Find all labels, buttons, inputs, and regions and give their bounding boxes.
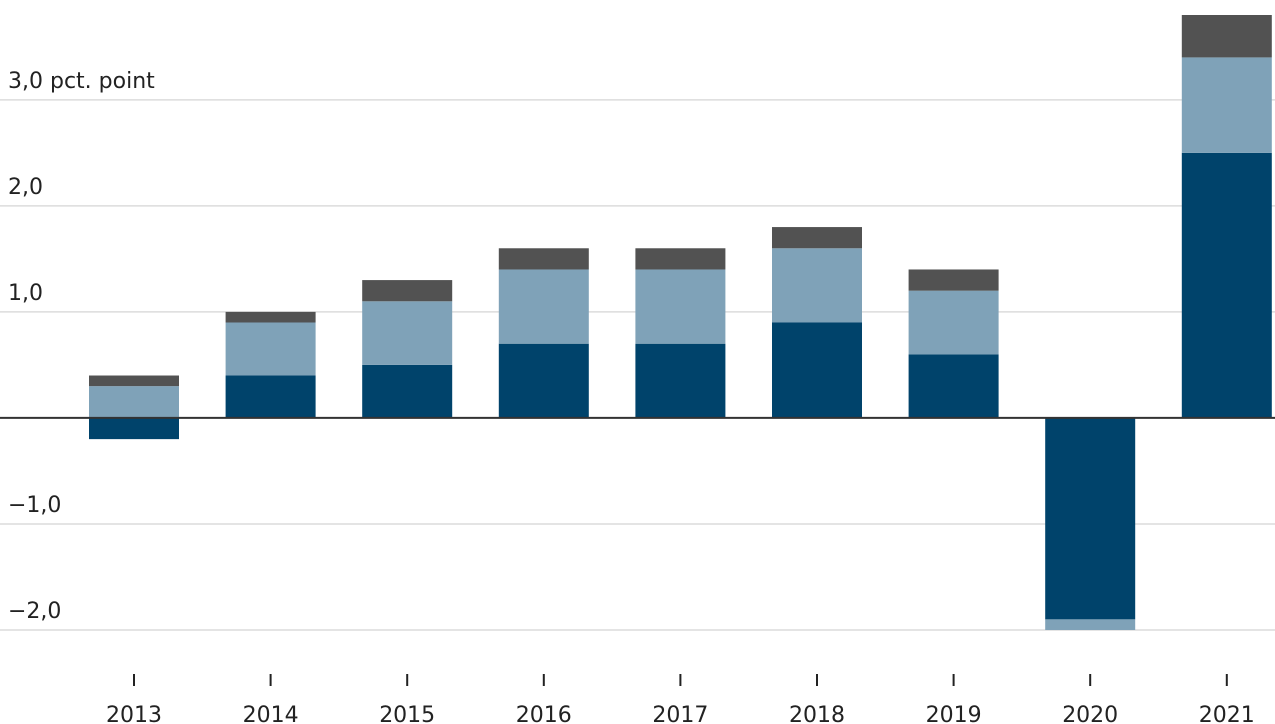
bar-segment — [498, 343, 589, 418]
y-tick-label: 1,0 — [8, 281, 43, 306]
bar-segment — [635, 343, 726, 418]
bar-segment — [908, 354, 999, 418]
bar-segment — [1045, 417, 1136, 620]
bar-segment — [1181, 15, 1272, 58]
bar-segment — [1181, 152, 1272, 418]
bar-segment — [908, 269, 999, 291]
bar-segment — [362, 364, 453, 418]
x-tick-label: 2014 — [243, 703, 299, 724]
bar-segment — [89, 386, 179, 418]
bar-segment — [362, 301, 453, 365]
x-tick-label: 2019 — [926, 703, 982, 724]
x-tick-label: 2013 — [106, 703, 162, 724]
y-tick-label: 3,0 pct. point — [8, 69, 155, 94]
bar-segment — [362, 280, 453, 302]
y-tick-label: −1,0 — [8, 493, 61, 518]
bar-segment — [635, 248, 726, 270]
x-tick-label: 2017 — [652, 703, 708, 724]
x-tick-label: 2016 — [516, 703, 572, 724]
bar-segment — [498, 269, 589, 344]
x-tick-label: 2015 — [379, 703, 435, 724]
bar-segment — [908, 290, 999, 355]
bar-segment — [635, 269, 726, 344]
bar-segment — [225, 322, 316, 376]
y-tick-label: 2,0 — [8, 175, 43, 200]
bar-segment — [498, 248, 589, 270]
bar-segment — [89, 417, 179, 440]
bar-segment — [225, 311, 316, 323]
bar-segment — [772, 248, 862, 323]
bar-segment — [772, 322, 862, 418]
x-tick-label: 2018 — [789, 703, 845, 724]
bar-segment — [1181, 57, 1272, 153]
bar-segment — [1045, 619, 1136, 630]
bar-segment — [89, 375, 179, 387]
y-tick-label: −2,0 — [8, 599, 61, 624]
bar-segment — [772, 227, 862, 249]
x-tick-label: 2021 — [1199, 703, 1255, 724]
x-tick-label: 2020 — [1062, 703, 1118, 724]
bar-segment — [225, 375, 316, 418]
